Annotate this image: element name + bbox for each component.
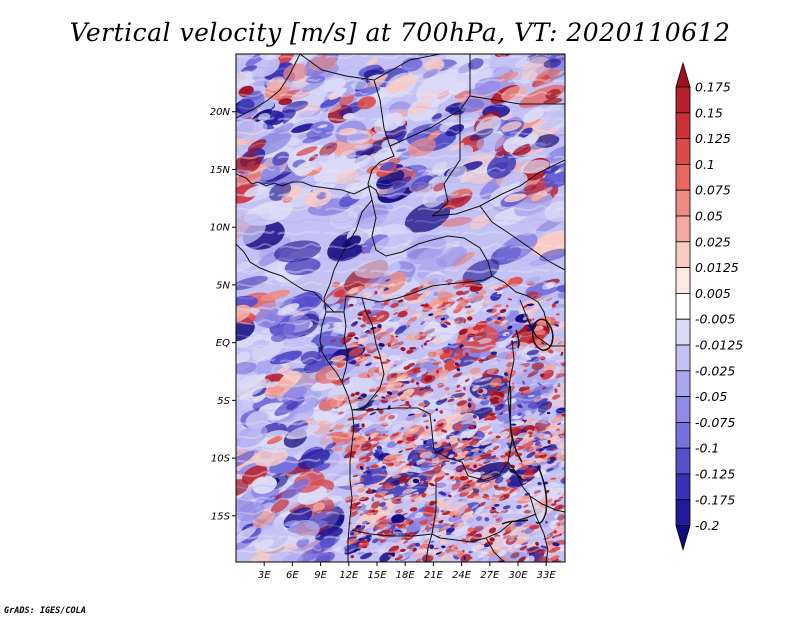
- colorbar-label: 0.15: [695, 105, 723, 120]
- map-frame: [235, 53, 566, 563]
- colorbar-label: 0.025: [695, 234, 731, 249]
- lon-tick-label: 6E: [286, 570, 299, 581]
- lat-tick-label: 10S: [211, 454, 231, 465]
- colorbar-label: 0.125: [695, 131, 731, 146]
- colorbar-label: 0.005: [695, 286, 731, 301]
- lat-tick-label: 20N: [210, 107, 231, 118]
- lon-tick-label: 3E: [258, 570, 271, 581]
- border-south-sudan-ethiopia: [479, 205, 565, 271]
- colorbar-swatch: [675, 241, 691, 269]
- colorbar-label: 0.075: [695, 183, 731, 198]
- border-chad-sudan-east: [431, 110, 461, 217]
- lon-tick-label: 9E: [314, 570, 327, 581]
- colorbar-swatch: [675, 344, 691, 372]
- lat-tick-label: 5N: [216, 280, 230, 291]
- map-title: Vertical velocity [m/s] at 700hPa, VT: 2…: [70, 18, 731, 47]
- colorbar-label: -0.2: [695, 518, 719, 533]
- colorbar-label: -0.175: [695, 492, 735, 507]
- lat-tick-label: 5S: [217, 396, 230, 407]
- colorbar-extend-bottom: [675, 525, 691, 552]
- lake-mweru: [507, 467, 523, 481]
- colorbar-swatch: [675, 189, 691, 217]
- colorbar-extend-top: [675, 61, 691, 88]
- lat-tick-label: 10N: [210, 223, 231, 234]
- colorbar-swatch: [675, 421, 691, 449]
- colorbar-label: -0.0125: [695, 338, 743, 353]
- border-car-chad: [371, 199, 493, 277]
- lake-kariba: [501, 519, 529, 525]
- lon-tick-label: 24E: [452, 570, 472, 581]
- latitude-axis: 20N 15N 10N 5N EQ 5S 10S 15S: [210, 107, 236, 522]
- lake-malawi: [535, 465, 548, 524]
- colorbar-label: 0.1: [695, 157, 715, 172]
- border-angola-namibia: [351, 529, 433, 537]
- border-malawi: [529, 495, 549, 562]
- lat-tick-label: 15N: [210, 165, 231, 176]
- lake-albert: [515, 329, 520, 349]
- coastline-sahel: [236, 173, 381, 201]
- lake-tanganyika: [509, 385, 523, 463]
- map-area: [235, 53, 566, 563]
- border-libya-chad: [373, 54, 441, 81]
- lon-tick-label: 33E: [537, 570, 557, 581]
- colorbar-swatch: [675, 473, 691, 501]
- colorbar-swatch: [675, 138, 691, 165]
- colorbar-swatch: [675, 267, 691, 294]
- colorbar-label: 0.0125: [695, 260, 739, 275]
- colorbar-swatch: [675, 292, 691, 320]
- colorbar-swatch: [675, 112, 691, 140]
- lake-victoria: [531, 318, 554, 351]
- border-egypt-sudan: [469, 95, 565, 105]
- colorbar-label: 0.05: [695, 209, 723, 224]
- country-borders: [236, 54, 565, 562]
- colorbar-swatch: [675, 163, 691, 191]
- coastline-gulf: [236, 243, 335, 313]
- lon-tick-label: 15E: [367, 570, 387, 581]
- colorbar-label: -0.025: [695, 363, 735, 378]
- border-angola-drc: [352, 407, 509, 481]
- border-botswana: [425, 533, 433, 562]
- longitude-axis: 3E 6E 9E 12E 15E 18E 21E 24E 27E 30E 33E: [258, 562, 557, 581]
- border-drc-uganda-north: [491, 275, 549, 329]
- colorbar: 0.175 0.15 0.125 0.1 0.075 0.05 0.025 0.0125 0.0…: [675, 61, 743, 552]
- colorbar-swatch: [675, 499, 691, 526]
- border-drc-car: [345, 275, 493, 303]
- colorbar-swatch: [675, 318, 691, 346]
- colorbar-label: -0.125: [695, 467, 735, 482]
- border-drc-east: [507, 339, 515, 463]
- colorbar-swatch: [675, 215, 691, 243]
- colorbar-swatch: [675, 370, 691, 397]
- colorbar-label: -0.1: [695, 441, 719, 456]
- colorbar-swatch: [675, 396, 691, 423]
- lon-tick-label: 27E: [480, 570, 500, 581]
- lat-tick-label: 15S: [211, 511, 231, 522]
- border-uganda-kenya: [519, 299, 565, 347]
- colorbar-label: -0.075: [695, 415, 735, 430]
- colorbar-label: -0.05: [695, 389, 727, 404]
- lon-tick-label: 21E: [424, 570, 444, 581]
- colorbar-swatch: [675, 447, 691, 475]
- lon-tick-label: 30E: [508, 570, 528, 581]
- border-cameroon-nigeria: [323, 199, 373, 313]
- field-texture: [236, 54, 565, 562]
- lat-tick-label: EQ: [216, 338, 230, 349]
- border-chad-niger: [299, 54, 395, 201]
- border-congo-drc: [351, 297, 385, 411]
- border-zimbabwe: [485, 537, 505, 562]
- border-north-1: [236, 54, 301, 119]
- lon-tick-label: 12E: [339, 570, 359, 581]
- footer-credit: GrADS: IGES/COLA: [4, 606, 86, 616]
- colorbar-label: 0.175: [695, 80, 731, 95]
- lon-tick-label: 18E: [396, 570, 416, 581]
- colorbar-label: -0.005: [695, 312, 735, 327]
- border-sudan-south: [431, 159, 565, 217]
- colorbar-swatch: [675, 86, 691, 114]
- lakes: [501, 318, 554, 525]
